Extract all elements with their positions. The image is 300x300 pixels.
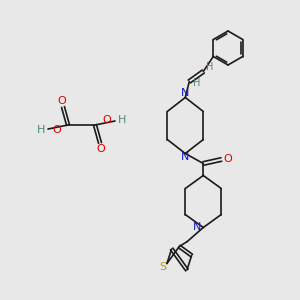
Text: H: H — [118, 115, 126, 125]
Text: O: O — [52, 125, 61, 135]
Text: S: S — [159, 262, 167, 272]
Text: N: N — [193, 223, 202, 232]
Text: H: H — [37, 125, 45, 135]
Text: N: N — [181, 152, 190, 163]
Text: H: H — [193, 79, 200, 88]
Text: O: O — [223, 154, 232, 164]
Text: O: O — [97, 144, 105, 154]
Text: O: O — [102, 115, 111, 125]
Text: H: H — [206, 61, 213, 71]
Text: O: O — [58, 96, 66, 106]
Text: N: N — [181, 88, 190, 98]
